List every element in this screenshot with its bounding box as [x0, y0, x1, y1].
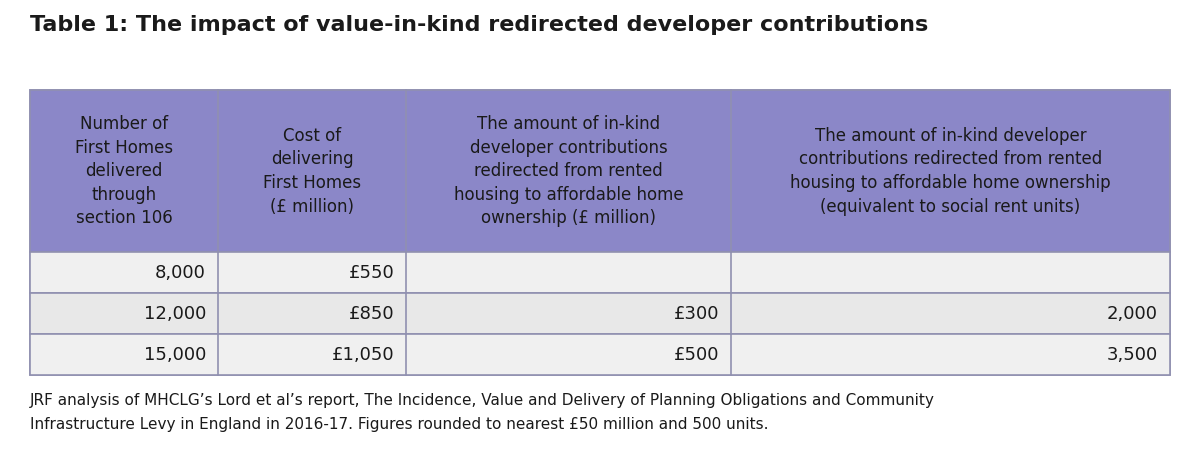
- Text: 8,000: 8,000: [155, 264, 206, 282]
- Text: 3,500: 3,500: [1106, 346, 1158, 363]
- Text: JRF analysis of MHCLG’s Lord et al’s report, The Incidence, Value and Delivery o: JRF analysis of MHCLG’s Lord et al’s rep…: [30, 393, 935, 408]
- Text: Table 1: The impact of value-in-kind redirected developer contributions: Table 1: The impact of value-in-kind red…: [30, 15, 929, 35]
- Text: 15,000: 15,000: [144, 346, 206, 363]
- Text: £850: £850: [348, 305, 395, 323]
- Text: £550: £550: [348, 264, 395, 282]
- Text: £500: £500: [673, 346, 719, 363]
- Text: £300: £300: [673, 305, 719, 323]
- Text: Infrastructure Levy in England in 2016-17. Figures rounded to nearest £50 millio: Infrastructure Levy in England in 2016-1…: [30, 417, 768, 432]
- Text: £1,050: £1,050: [331, 346, 395, 363]
- Text: Cost of
delivering
First Homes
(£ million): Cost of delivering First Homes (£ millio…: [263, 127, 361, 216]
- Text: Number of
First Homes
delivered
through
section 106: Number of First Homes delivered through …: [74, 115, 173, 228]
- Bar: [30, 334, 1170, 375]
- Text: The amount of in-kind developer
contributions redirected from rented
housing to : The amount of in-kind developer contribu…: [791, 127, 1111, 216]
- Bar: [30, 90, 1170, 252]
- Text: 12,000: 12,000: [144, 305, 206, 323]
- Bar: [30, 90, 1170, 375]
- Text: 2,000: 2,000: [1108, 305, 1158, 323]
- Text: The amount of in-kind
developer contributions
redirected from rented
housing to : The amount of in-kind developer contribu…: [454, 115, 684, 228]
- Bar: [30, 252, 1170, 293]
- Bar: [30, 293, 1170, 334]
